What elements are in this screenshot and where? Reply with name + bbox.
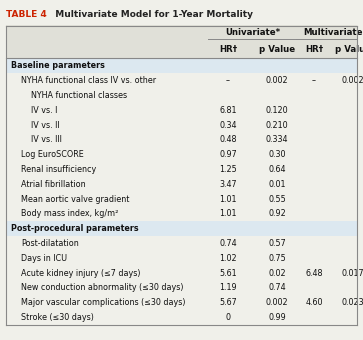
Bar: [6, 251, 357, 266]
Bar: [6, 118, 357, 133]
Text: 1.01: 1.01: [219, 194, 237, 204]
Text: IV vs. II: IV vs. II: [31, 121, 60, 130]
Text: 0.210: 0.210: [266, 121, 288, 130]
Text: 0.74: 0.74: [219, 239, 237, 248]
Text: 6.48: 6.48: [305, 269, 323, 277]
Text: Baseline parameters: Baseline parameters: [11, 62, 105, 70]
Text: 0.57: 0.57: [268, 239, 286, 248]
Bar: [6, 103, 357, 118]
Text: 6.81: 6.81: [219, 106, 237, 115]
Text: NYHA functional class IV vs. other: NYHA functional class IV vs. other: [21, 76, 156, 85]
Bar: [6, 266, 357, 280]
Bar: [6, 147, 357, 162]
Text: 4.60: 4.60: [305, 298, 323, 307]
Text: 0.99: 0.99: [268, 313, 286, 322]
Text: Multivariate Model for 1-Year Mortality: Multivariate Model for 1-Year Mortality: [49, 10, 253, 19]
Text: 0.334: 0.334: [266, 135, 288, 144]
Text: NYHA functional classes: NYHA functional classes: [31, 91, 127, 100]
Text: HR†: HR†: [305, 46, 323, 54]
Text: 0.48: 0.48: [219, 135, 237, 144]
Text: HR†: HR†: [219, 46, 237, 54]
Text: New conduction abnormality (≤30 days): New conduction abnormality (≤30 days): [21, 284, 184, 292]
Text: 0.002: 0.002: [266, 76, 288, 85]
Text: 0.97: 0.97: [219, 150, 237, 159]
Bar: [6, 58, 357, 73]
Text: 0.002: 0.002: [266, 298, 288, 307]
Text: 1.02: 1.02: [219, 254, 237, 263]
Text: 0.30: 0.30: [268, 150, 286, 159]
Text: 0.120: 0.120: [266, 106, 288, 115]
Text: 0: 0: [225, 313, 231, 322]
Text: p Value: p Value: [259, 46, 295, 54]
Text: Body mass index, kg/m²: Body mass index, kg/m²: [21, 209, 118, 218]
Text: 3.47: 3.47: [219, 180, 237, 189]
Text: Univariate*: Univariate*: [225, 28, 280, 37]
Text: 5.67: 5.67: [219, 298, 237, 307]
Text: 0.92: 0.92: [268, 209, 286, 218]
Text: Acute kidney injury (≤7 days): Acute kidney injury (≤7 days): [21, 269, 140, 277]
Text: 0.34: 0.34: [219, 121, 237, 130]
Text: Log EuroSCORE: Log EuroSCORE: [21, 150, 84, 159]
Text: Multivariate: Multivariate: [304, 28, 363, 37]
Bar: [6, 177, 357, 192]
Text: Post-procedural parameters: Post-procedural parameters: [11, 224, 139, 233]
Text: 0.023: 0.023: [342, 298, 363, 307]
Text: 1.25: 1.25: [219, 165, 237, 174]
Text: 0.74: 0.74: [268, 284, 286, 292]
Bar: [6, 295, 357, 310]
Text: Mean aortic valve gradient: Mean aortic valve gradient: [21, 194, 129, 204]
Text: p Value: p Value: [335, 46, 363, 54]
Text: 0.02: 0.02: [268, 269, 286, 277]
Bar: [6, 310, 357, 325]
Bar: [6, 236, 357, 251]
Text: Renal insufficiency: Renal insufficiency: [21, 165, 96, 174]
Text: 1.01: 1.01: [219, 209, 237, 218]
Bar: [6, 206, 357, 221]
Bar: [6, 221, 357, 236]
Text: 5.61: 5.61: [219, 269, 237, 277]
Bar: [6, 73, 357, 88]
Text: Stroke (≤30 days): Stroke (≤30 days): [21, 313, 94, 322]
Bar: [6, 133, 357, 147]
Text: 0.002: 0.002: [342, 76, 363, 85]
Text: 1.19: 1.19: [219, 284, 237, 292]
Bar: [6, 88, 357, 103]
Text: –: –: [226, 76, 230, 85]
Text: 0.01: 0.01: [268, 180, 286, 189]
Text: IV vs. III: IV vs. III: [31, 135, 62, 144]
Text: Major vascular complications (≤30 days): Major vascular complications (≤30 days): [21, 298, 185, 307]
Text: 0.75: 0.75: [268, 254, 286, 263]
Text: 0.017: 0.017: [342, 269, 363, 277]
Text: Atrial fibrillation: Atrial fibrillation: [21, 180, 86, 189]
Text: 0.55: 0.55: [268, 194, 286, 204]
Text: 0.64: 0.64: [268, 165, 286, 174]
Text: –: –: [312, 76, 316, 85]
Bar: [6, 162, 357, 177]
Text: TABLE 4: TABLE 4: [6, 10, 47, 19]
Bar: [6, 192, 357, 206]
Text: Post-dilatation: Post-dilatation: [21, 239, 79, 248]
Bar: [6, 280, 357, 295]
Text: Days in ICU: Days in ICU: [21, 254, 67, 263]
Text: IV vs. I: IV vs. I: [31, 106, 57, 115]
Bar: [6, 26, 357, 58]
